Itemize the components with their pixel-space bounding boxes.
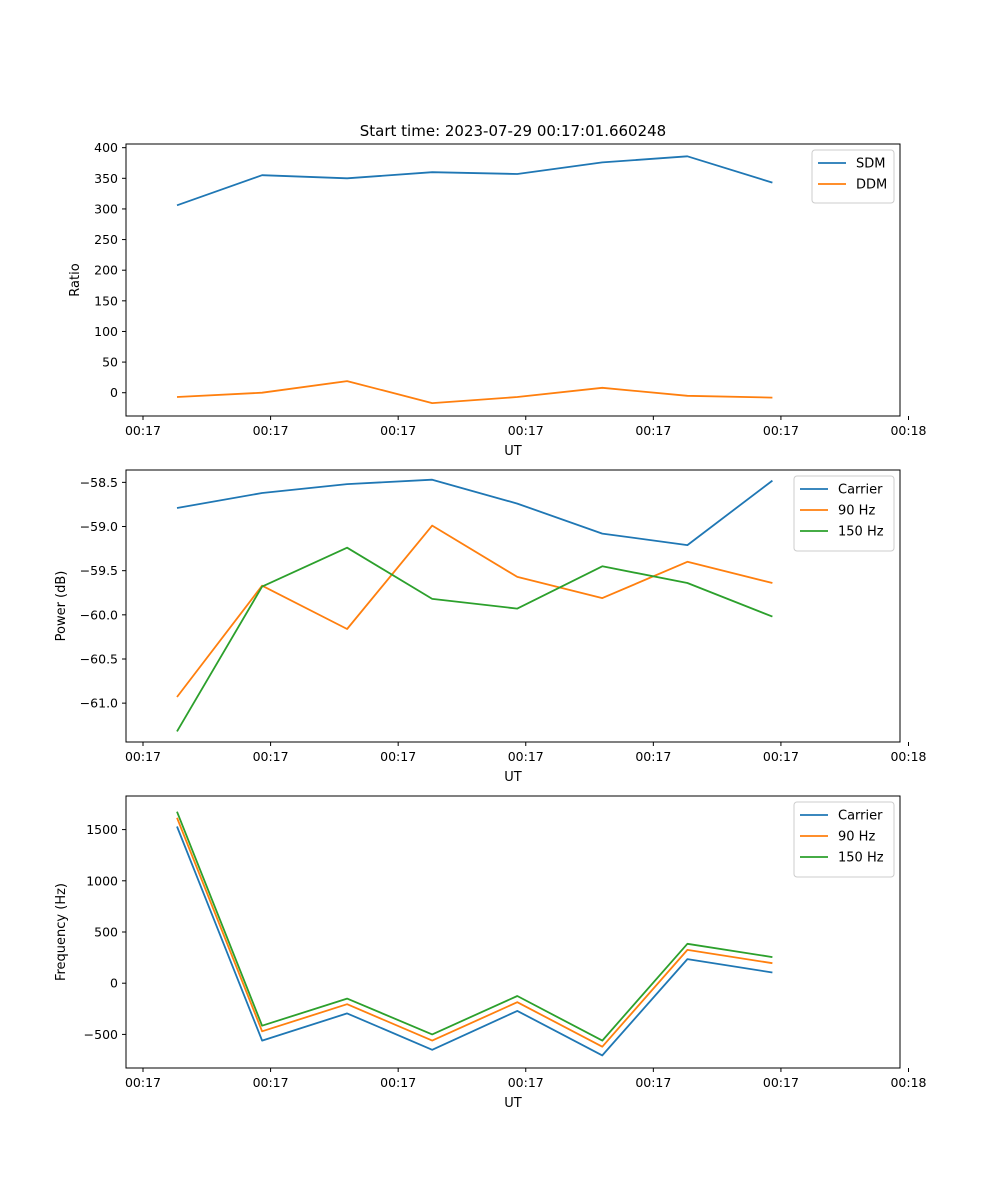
frequency-legend-label: 150 Hz bbox=[838, 851, 884, 866]
ratio-x-tick-label: 00:17 bbox=[508, 423, 544, 438]
ratio-y-tick-label: 250 bbox=[94, 232, 118, 247]
power-xlabel: UT bbox=[504, 770, 522, 785]
frequency-y-tick-label: −500 bbox=[84, 1027, 118, 1042]
ratio-axes-frame bbox=[125, 143, 901, 417]
ratio-series-ddm-line bbox=[176, 380, 773, 405]
frequency-y-tick-label: 1500 bbox=[86, 822, 118, 837]
ratio-legend-label: SDM bbox=[856, 157, 885, 172]
power-y-tick-label: −58.5 bbox=[80, 475, 118, 490]
frequency-xlabel: UT bbox=[504, 1096, 522, 1111]
power-x-tick-label: 00:17 bbox=[253, 749, 289, 764]
subplot-frequency: 00:17 00:17 00:17 00:17 00:17 00:17 00:18 −500 0… bbox=[54, 795, 927, 1111]
ratio-y-tick-label: 100 bbox=[94, 324, 118, 339]
power-legend: Carrier 90 Hz 150 Hz bbox=[793, 475, 895, 552]
power-series-150-hz-line bbox=[176, 546, 773, 732]
power-series-90-hz-line bbox=[176, 524, 773, 698]
power-x-tick-label: 00:17 bbox=[635, 749, 671, 764]
ratio-ylabel: Ratio bbox=[68, 263, 83, 296]
power-x-tick-label: 00:17 bbox=[125, 749, 161, 764]
ratio-y-tick-label: 0 bbox=[110, 385, 118, 400]
subplot-power: 00:17 00:17 00:17 00:17 00:17 00:17 00:18 −61.0… bbox=[54, 469, 927, 785]
frequency-x-tick-label: 00:18 bbox=[890, 1075, 926, 1090]
frequency-series-carrier-line bbox=[176, 826, 773, 1057]
ratio-y-tick-label: 50 bbox=[102, 355, 118, 370]
power-y-tick-label: −61.0 bbox=[80, 696, 118, 711]
ratio-xlabel: UT bbox=[504, 444, 522, 459]
power-legend-label: 90 Hz bbox=[838, 504, 875, 519]
power-ylabel: Power (dB) bbox=[54, 571, 69, 642]
frequency-series-150-hz-line bbox=[176, 811, 773, 1042]
power-legend-box bbox=[793, 475, 895, 552]
ratio-y-tick-label: 200 bbox=[94, 263, 118, 278]
power-series-carrier-line bbox=[176, 478, 773, 546]
power-legend-label: Carrier bbox=[838, 483, 883, 498]
ratio-legend: SDM DDM bbox=[811, 149, 895, 204]
ratio-x-tick-label: 00:17 bbox=[380, 423, 416, 438]
frequency-legend: Carrier 90 Hz 150 Hz bbox=[793, 801, 895, 878]
ratio-legend-label: DDM bbox=[856, 178, 887, 193]
frequency-x-tick-label: 00:17 bbox=[635, 1075, 671, 1090]
frequency-x-tick-label: 00:17 bbox=[125, 1075, 161, 1090]
subplot-ratio: 00:17 00:17 00:17 00:17 00:17 00:17 00:18 0 50 10… bbox=[68, 140, 927, 459]
power-x-tick-label: 00:18 bbox=[890, 749, 926, 764]
frequency-ylabel: Frequency (Hz) bbox=[54, 883, 69, 981]
power-legend-label: 150 Hz bbox=[838, 525, 884, 540]
ratio-y-tick-label: 300 bbox=[94, 201, 118, 216]
frequency-legend-label: 90 Hz bbox=[838, 830, 875, 845]
ratio-y-tick-label: 150 bbox=[94, 293, 118, 308]
ratio-y-tick-label: 350 bbox=[94, 171, 118, 186]
frequency-y-tick-label: 500 bbox=[94, 925, 118, 940]
frequency-y-tick-label: 0 bbox=[110, 976, 118, 991]
ratio-x-tick-label: 00:17 bbox=[125, 423, 161, 438]
frequency-x-tick-label: 00:17 bbox=[508, 1075, 544, 1090]
figure-title: Start time: 2023-07-29 00:17:01.660248 bbox=[360, 122, 666, 140]
frequency-legend-box bbox=[793, 801, 895, 878]
frequency-legend-label: Carrier bbox=[838, 809, 883, 824]
frequency-x-tick-label: 00:17 bbox=[763, 1075, 799, 1090]
power-y-tick-label: −59.5 bbox=[80, 563, 118, 578]
ratio-series-sdm-line bbox=[176, 155, 773, 207]
frequency-x-tick-label: 00:17 bbox=[253, 1075, 289, 1090]
power-x-tick-label: 00:17 bbox=[508, 749, 544, 764]
power-y-tick-label: −60.0 bbox=[80, 607, 118, 622]
ratio-x-tick-label: 00:17 bbox=[635, 423, 671, 438]
frequency-x-tick-label: 00:17 bbox=[380, 1075, 416, 1090]
power-y-tick-label: −60.5 bbox=[80, 651, 118, 666]
ratio-y-tick-label: 400 bbox=[94, 140, 118, 155]
frequency-series-90-hz-line bbox=[176, 817, 773, 1048]
ratio-x-tick-label: 00:17 bbox=[763, 423, 799, 438]
power-y-tick-label: −59.0 bbox=[80, 519, 118, 534]
ratio-x-tick-label: 00:18 bbox=[890, 423, 926, 438]
power-x-tick-label: 00:17 bbox=[380, 749, 416, 764]
ratio-x-tick-label: 00:17 bbox=[253, 423, 289, 438]
power-x-tick-label: 00:17 bbox=[763, 749, 799, 764]
power-axes-frame bbox=[125, 469, 901, 743]
frequency-y-tick-label: 1000 bbox=[86, 873, 118, 888]
